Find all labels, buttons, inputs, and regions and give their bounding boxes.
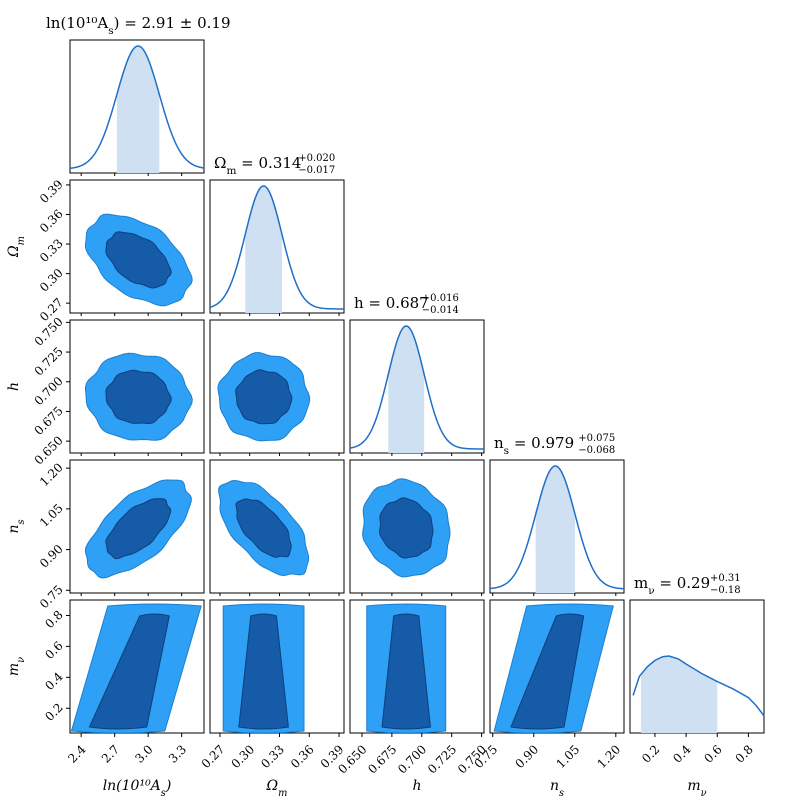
posterior-1d-line [489, 465, 625, 590]
x-axis-title: mν [687, 778, 706, 799]
y-tick-label: 1.05 [37, 501, 66, 530]
contour-68 [235, 369, 293, 425]
posterior-1d-line [349, 325, 485, 450]
title-Om: Ωm = 0.314+0.020−0.017 [214, 153, 335, 177]
title-main: ns = 0.979 [494, 434, 574, 457]
y-tick-label: 0.36 [37, 207, 66, 236]
x-tick-label: 1.05 [554, 742, 583, 771]
title-mnu: mν = 0.29 +0.31−0.18 [634, 573, 741, 597]
x-tick-label: 0.8 [733, 742, 756, 765]
contour-68 [238, 613, 289, 730]
title-upper-error: +0.020 [298, 153, 335, 164]
y-axis-title: Ωm [6, 236, 27, 258]
contour-68 [105, 231, 172, 289]
y-tick-label: 0.725 [32, 344, 66, 378]
x-tick-label: 0.2 [639, 742, 662, 765]
y-tick-label: 0.6 [42, 639, 65, 662]
x-tick-label: 0.27 [199, 742, 228, 771]
panel-2d-h-ns [349, 459, 485, 594]
title-upper-error: +0.075 [578, 433, 615, 444]
x-axis-title: Ωm [266, 778, 288, 799]
panel-1d-h [349, 319, 485, 454]
title-upper-error: +0.31 [710, 573, 741, 584]
posterior-1d-line [69, 45, 205, 170]
panel-2d-lnAs-ns [69, 459, 205, 594]
x-tick-label: 2.4 [65, 742, 89, 766]
panel-2d-lnAs-Om [69, 179, 205, 314]
posterior-1d-line [209, 185, 345, 310]
contour-68 [105, 498, 172, 560]
title-lower-error: −0.068 [578, 445, 615, 456]
x-tick-label: 2.7 [99, 742, 122, 765]
panel-1d-lnAs [69, 39, 205, 174]
contour-68 [88, 613, 170, 730]
panel-2d-Om-mnu [209, 599, 345, 734]
x-tick-label: 3.3 [166, 742, 189, 765]
y-tick-label: 0.4 [42, 669, 66, 693]
credible-interval-shade [388, 326, 425, 453]
contour-68 [235, 498, 292, 558]
x-tick-label: 0.725 [425, 742, 459, 776]
y-tick-label: 0.675 [32, 404, 66, 438]
panel-1d-mnu [629, 599, 765, 734]
y-axis-title: ns [6, 519, 27, 533]
y-tick-label: 0.650 [32, 433, 66, 467]
title-ns: ns = 0.979 +0.075−0.068 [494, 433, 615, 457]
x-tick-label: 1.20 [595, 742, 624, 771]
title-main: ln(10¹⁰As) = 2.91 ± 0.19 [46, 14, 231, 37]
x-axis-title: ln(10¹⁰As) [103, 778, 172, 799]
panel-1d-ns [489, 459, 625, 594]
x-tick-label: 0.4 [670, 742, 694, 766]
x-tick-label: 3.0 [132, 742, 155, 765]
y-tick-label: 0.75 [37, 583, 66, 612]
credible-interval-shade [245, 186, 282, 313]
panel-2d-h-mnu [349, 599, 485, 734]
panel-2d-lnAs-mnu [69, 599, 205, 734]
x-tick-label: 0.33 [258, 742, 287, 771]
posterior-1d-line [632, 655, 765, 717]
x-tick-label: 0.675 [365, 742, 399, 776]
panel-2d-Om-ns [209, 459, 345, 594]
panel-2d-ns-mnu [489, 599, 625, 734]
credible-interval-shade [535, 466, 576, 593]
title-upper-error: +0.016 [422, 293, 459, 304]
title-lnAs: ln(10¹⁰As) = 2.91 ± 0.19 [46, 14, 231, 37]
title-main: mν = 0.29 [634, 574, 710, 597]
contour-68 [378, 497, 434, 559]
y-tick-label: 0.39 [37, 177, 66, 206]
y-tick-label: 0.90 [37, 542, 66, 571]
panel-2d-Om-h [209, 319, 345, 454]
x-tick-label: 0.700 [395, 742, 429, 776]
title-lower-error: −0.014 [422, 305, 459, 316]
contour-68 [381, 613, 432, 730]
title-lower-error: −0.017 [298, 165, 335, 176]
y-tick-label: 0.33 [37, 236, 66, 265]
title-main: h = 0.687 [354, 294, 429, 312]
contour-68 [105, 369, 172, 425]
title-lower-error: −0.18 [710, 585, 741, 596]
x-axis-title: h [412, 778, 421, 794]
title-main: Ωm = 0.314 [214, 154, 301, 177]
credible-interval-shade [116, 46, 160, 173]
contour-68 [510, 613, 585, 730]
title-h: h = 0.687+0.016−0.014 [354, 293, 459, 316]
panel-2d-lnAs-h [69, 319, 205, 454]
credible-interval-shade [640, 656, 718, 733]
y-axis-title: mν [6, 657, 27, 676]
x-axis-title: ns [550, 778, 564, 799]
x-tick-label: 0.36 [288, 742, 317, 771]
x-tick-label: 0.90 [512, 742, 541, 771]
y-tick-label: 0.700 [32, 374, 66, 408]
x-tick-label: 0.6 [701, 742, 724, 765]
panel-1d-Om [209, 179, 345, 314]
x-tick-label: 0.30 [228, 742, 257, 771]
y-tick-label: 0.30 [37, 266, 66, 295]
y-tick-label: 0.2 [42, 700, 65, 723]
y-axis-title: h [6, 382, 22, 391]
